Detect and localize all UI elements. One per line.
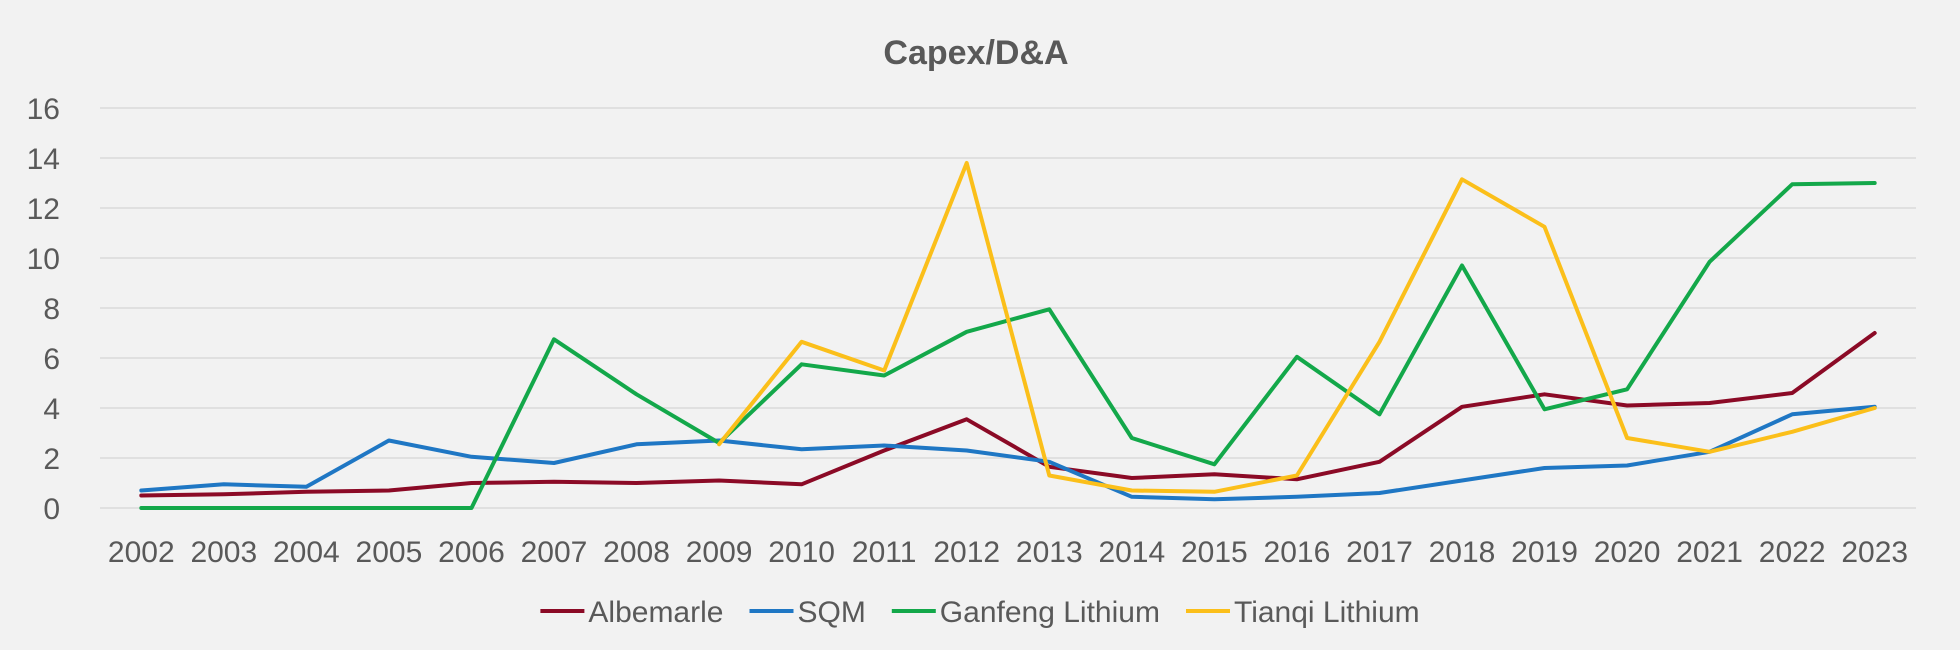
x-tick-label: 2021 [1676,536,1743,569]
x-tick-label: 2009 [686,536,753,569]
series-lines [139,161,1877,510]
x-tick-label: 2015 [1181,536,1248,569]
y-tick-label: 6 [43,343,60,376]
legend-item-sqm: SQM [749,596,866,629]
x-tick-label: 2022 [1759,536,1826,569]
legend-label-tianqi-lithium: Tianqi Lithium [1234,596,1420,629]
x-tick-label: 2014 [1098,536,1165,569]
x-tick-label: 2011 [852,536,917,569]
y-axis-ticks: 0 2 4 6 8 10 12 14 16 [27,93,60,526]
chart-title: Capex/D&A [883,34,1068,72]
x-tick-label: 2008 [603,536,670,569]
x-tick-label: 2016 [1264,536,1331,569]
legend-label-ganfeng-lithium: Ganfeng Lithium [940,596,1160,629]
x-tick-label: 2002 [108,536,175,569]
x-tick-label: 2004 [273,536,340,569]
legend-item-ganfeng-lithium: Ganfeng Lithium [891,596,1160,629]
legend: Albemarle SQM Ganfeng Lithium Tianqi Lithiu… [540,596,1420,629]
y-tick-label: 4 [43,393,60,426]
x-tick-label: 2005 [356,536,423,569]
y-tick-label: 2 [43,443,60,476]
x-tick-label: 2003 [190,536,257,569]
y-tick-label: 12 [27,193,60,226]
x-axis-ticks: 2002 2003 2004 2005 2006 2007 2008 2009 2010 2011… [108,536,1908,569]
legend-label-albemarle: Albemarle [588,596,723,629]
series-line-tianqi-lithium [717,161,1877,494]
y-tick-label: 10 [27,243,60,276]
x-tick-label: 2006 [438,536,505,569]
x-tick-label: 2010 [768,536,835,569]
x-tick-label: 2020 [1594,536,1661,569]
y-tick-label: 16 [27,93,60,126]
legend-item-albemarle: Albemarle [540,596,723,629]
x-tick-label: 2019 [1511,536,1578,569]
x-tick-label: 2018 [1429,536,1496,569]
x-tick-label: 2013 [1016,536,1083,569]
series-line-sqm [139,404,1877,502]
legend-item-tianqi-lithium: Tianqi Lithium [1186,596,1420,629]
x-tick-label: 2007 [521,536,588,569]
x-tick-label: 2023 [1841,536,1908,569]
legend-label-sqm: SQM [798,596,866,629]
y-tick-label: 0 [43,493,60,526]
x-tick-label: 2012 [933,536,1000,569]
y-tick-label: 14 [27,143,60,176]
x-tick-label: 2017 [1346,536,1413,569]
y-tick-label: 8 [43,293,60,326]
